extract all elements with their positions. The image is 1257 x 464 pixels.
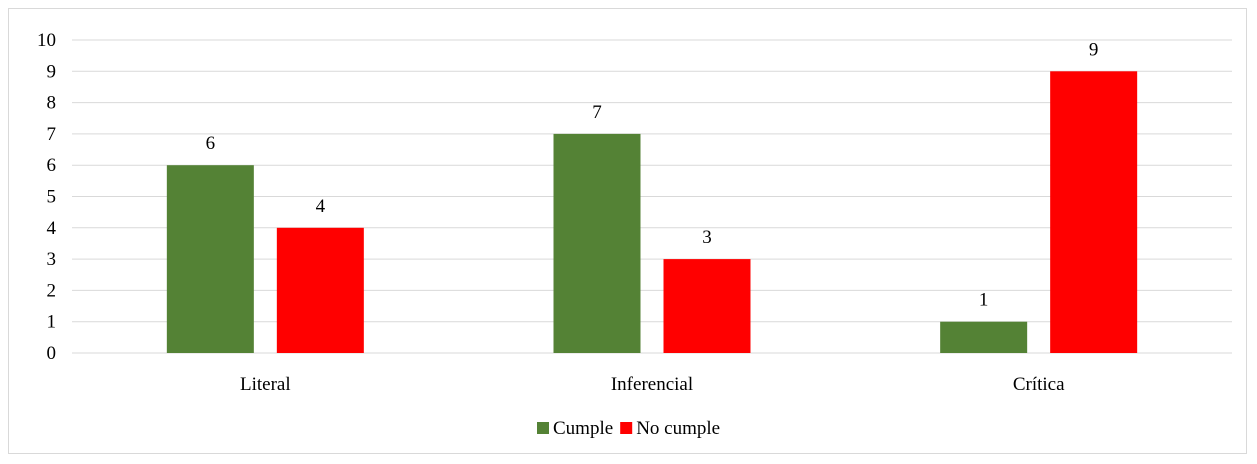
y-tick-label: 6 bbox=[47, 155, 57, 176]
bar bbox=[663, 259, 751, 353]
y-tick-label: 9 bbox=[47, 61, 57, 82]
legend-label: No cumple bbox=[636, 418, 720, 439]
y-axis-ticks: 0 1 2 3 4 5 6 7 8 9 10 bbox=[37, 30, 57, 364]
gridlines bbox=[72, 39, 1232, 354]
legend-label: Cumple bbox=[553, 418, 613, 439]
y-tick-label: 5 bbox=[47, 187, 57, 208]
y-tick-label: 2 bbox=[47, 280, 57, 301]
x-tick-label: Inferencial bbox=[611, 374, 693, 395]
x-tick-label: Literal bbox=[240, 374, 291, 395]
data-label: 7 bbox=[592, 102, 602, 123]
data-label: 3 bbox=[702, 227, 712, 248]
data-labels: 6 4 7 3 1 9 bbox=[206, 39, 1099, 310]
x-tick-label: Crítica bbox=[1013, 374, 1065, 395]
y-tick-label: 7 bbox=[47, 124, 57, 145]
y-tick-label: 0 bbox=[47, 343, 57, 364]
bar bbox=[553, 133, 641, 353]
y-tick-label: 4 bbox=[47, 218, 57, 239]
bar bbox=[276, 227, 364, 353]
y-tick-label: 1 bbox=[47, 312, 57, 333]
legend: Cumple No cumple bbox=[537, 418, 720, 439]
legend-swatch bbox=[620, 422, 633, 434]
bar bbox=[166, 165, 254, 353]
bar bbox=[1050, 71, 1138, 354]
data-label: 9 bbox=[1089, 39, 1099, 60]
data-label: 6 bbox=[206, 133, 216, 154]
y-tick-label: 10 bbox=[37, 30, 56, 51]
bars bbox=[166, 71, 1138, 354]
y-tick-label: 8 bbox=[47, 93, 57, 114]
data-label: 4 bbox=[316, 196, 326, 217]
bar bbox=[940, 321, 1028, 353]
legend-swatch bbox=[537, 422, 549, 434]
y-tick-label: 3 bbox=[47, 249, 57, 270]
data-label: 1 bbox=[979, 290, 989, 311]
x-axis-ticks: Literal Inferencial Crítica bbox=[240, 374, 1065, 395]
